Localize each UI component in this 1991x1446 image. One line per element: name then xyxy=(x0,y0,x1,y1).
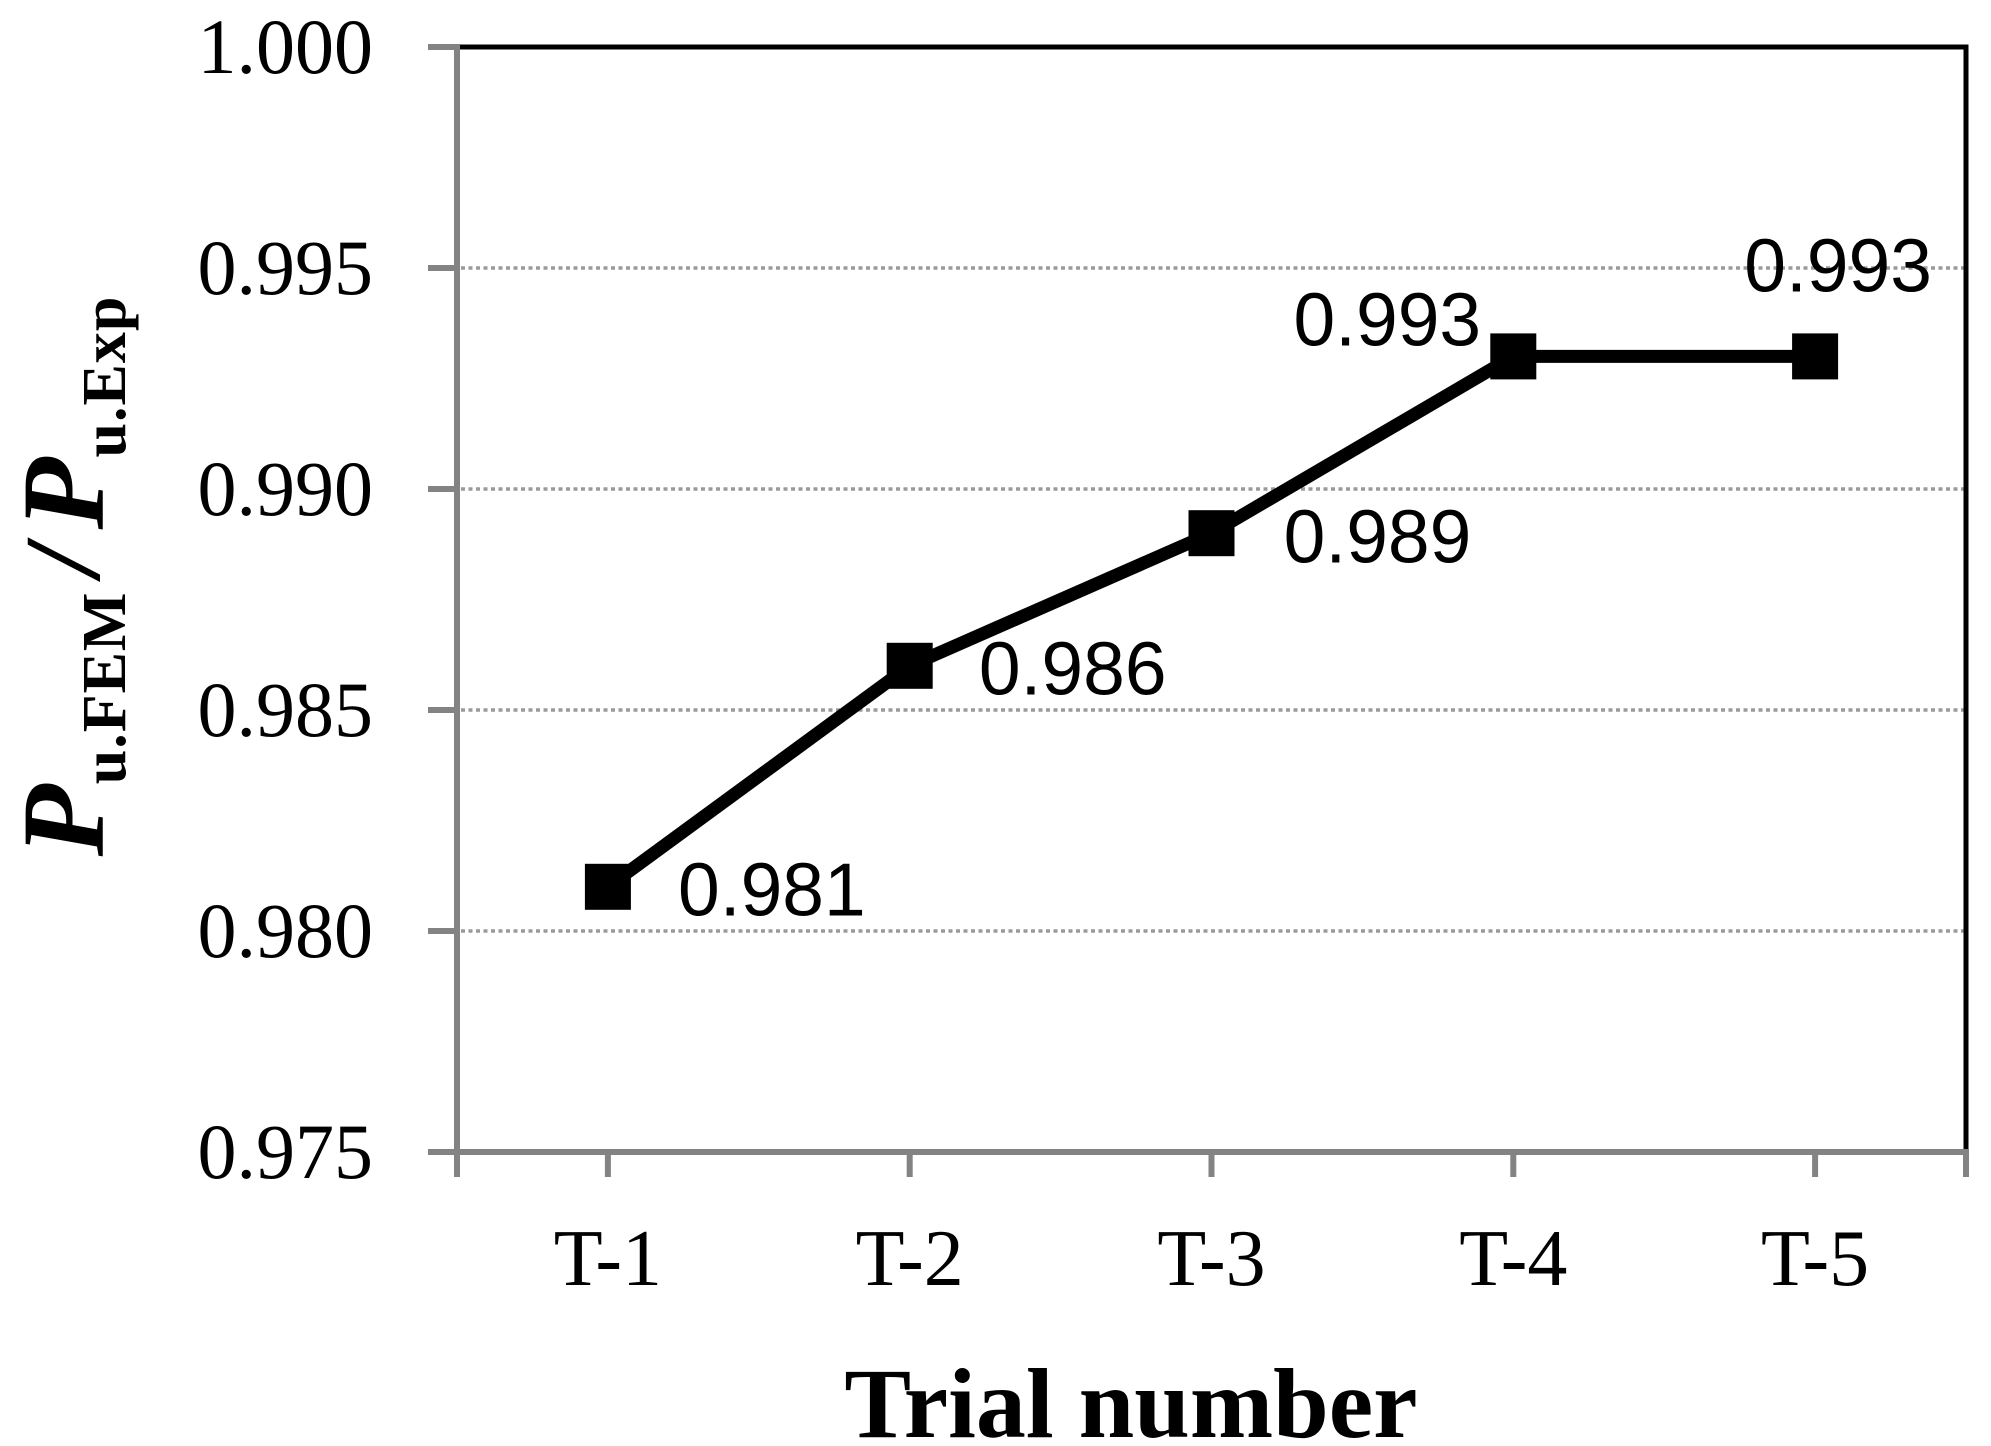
y-axis-tick-label: 1.000 xyxy=(197,3,374,90)
y-axis-tick-label: 0.980 xyxy=(197,887,374,974)
x-axis-tick-label: T-3 xyxy=(1157,1215,1266,1303)
y-title-sub-fem: u.FEM xyxy=(71,591,139,785)
x-axis-tick-label: T-4 xyxy=(1459,1215,1568,1303)
x-axis-title: Trial number xyxy=(844,1348,1418,1446)
y-title-sub-exp: u.Exp xyxy=(71,295,139,458)
data-point-label: 0.981 xyxy=(678,847,866,932)
y-axis-tick-label: 0.990 xyxy=(197,445,374,532)
data-point-marker xyxy=(1490,333,1537,380)
data-point-label: 0.993 xyxy=(1744,223,1932,308)
data-point-marker xyxy=(1188,510,1235,557)
y-axis-tick-label: 0.985 xyxy=(197,666,374,753)
data-point-label: 0.986 xyxy=(978,626,1167,711)
y-axis-tick-label: 0.995 xyxy=(197,224,374,311)
x-axis-tick-label: T-1 xyxy=(553,1215,662,1303)
data-point-marker xyxy=(1792,333,1839,380)
x-axis-tick-label: T-5 xyxy=(1761,1215,1870,1303)
y-title-slash: / xyxy=(4,545,123,576)
data-point-label: 0.993 xyxy=(1293,277,1482,362)
data-line xyxy=(604,349,1816,893)
data-point-label: 0.989 xyxy=(1283,494,1472,579)
x-axis-tick-label: T-2 xyxy=(855,1215,964,1303)
y-title-p-fem: P xyxy=(0,784,129,857)
data-point-marker xyxy=(886,642,933,689)
y-axis-title: Pu.FEM / Pu.Exp xyxy=(0,296,139,857)
y-title-p-exp: P xyxy=(0,457,129,530)
data-point-marker xyxy=(584,863,631,910)
y-axis-tick-label: 0.975 xyxy=(197,1108,374,1195)
